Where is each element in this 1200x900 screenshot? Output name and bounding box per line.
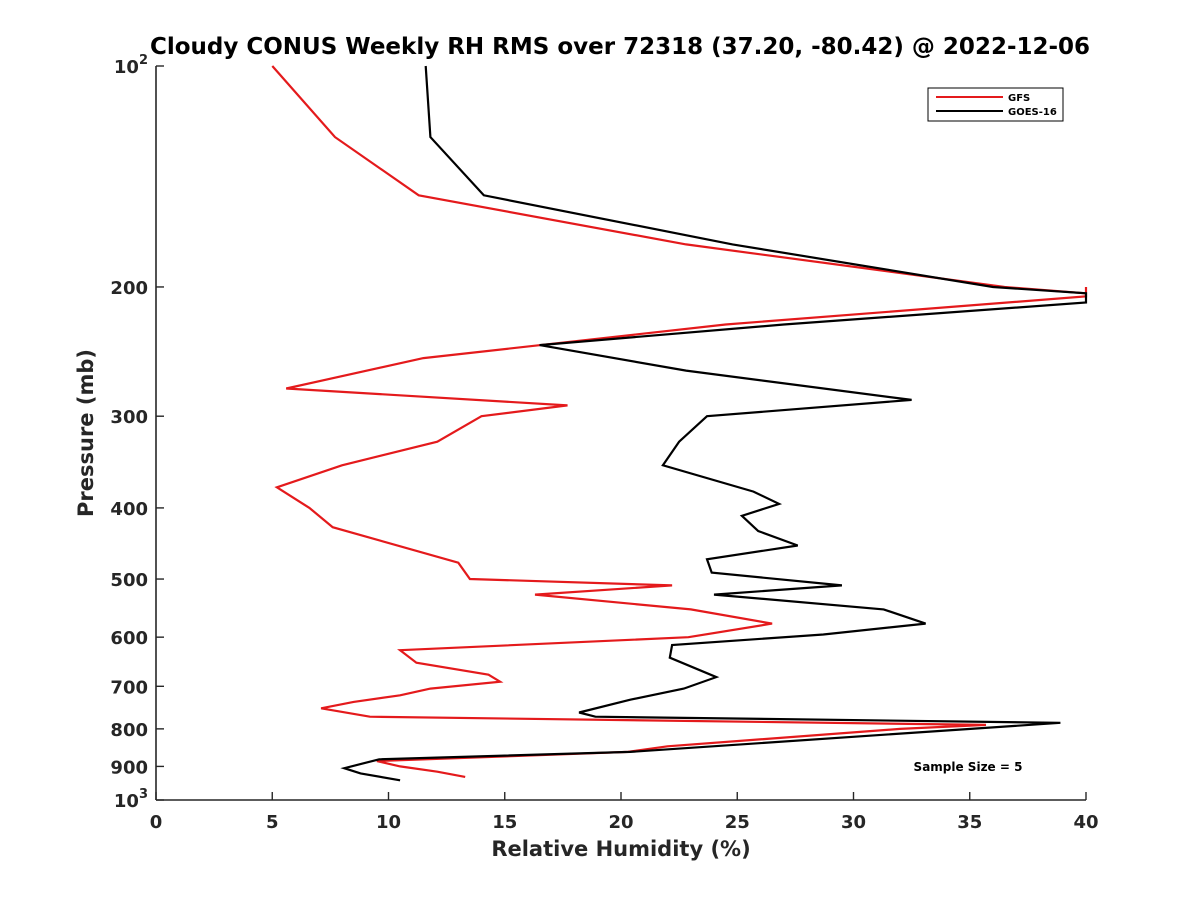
legend-box	[927, 87, 1064, 122]
x-tick-label: 30	[841, 812, 866, 833]
chart-title: Cloudy CONUS Weekly RH RMS over 72318 (3…	[150, 34, 1090, 60]
y-tick-label: 200	[110, 278, 148, 299]
sample-size-annotation: Sample Size = 5	[914, 760, 1023, 774]
y-axis-label: Pressure (mb)	[74, 349, 98, 517]
y-ticks: 102 200 300 400 500 600 700 800 900 103	[110, 53, 164, 812]
y-tick-label: 800	[110, 720, 148, 741]
series-line-goes16	[340, 65, 1088, 782]
legend: GFS GOES-16	[927, 87, 1064, 122]
plot-area: 0 5 10 15 20 25 30 35 40 102 200 300 400 500 600 700 80…	[110, 53, 1098, 833]
x-tick-label: 5	[266, 812, 279, 833]
y-tick-label: 600	[110, 628, 148, 649]
legend-label-goes16: GOES-16	[1008, 107, 1057, 118]
y-tick-label: 500	[110, 570, 148, 591]
x-tick-label: 10	[376, 812, 401, 833]
x-axis-label: Relative Humidity (%)	[491, 837, 750, 861]
x-tick-label: 40	[1073, 812, 1098, 833]
x-ticks: 0 5 10 15 20 25 30 35 40	[150, 792, 1099, 833]
x-tick-label: 25	[725, 812, 750, 833]
x-tick-label: 35	[957, 812, 982, 833]
y-tick-label: 103	[114, 787, 148, 812]
y-tick-label: 300	[110, 407, 148, 428]
x-tick-label: 0	[150, 812, 163, 833]
x-tick-label: 15	[492, 812, 517, 833]
legend-label-gfs: GFS	[1008, 93, 1030, 104]
y-tick-label: 400	[110, 499, 148, 520]
y-tick-label: 102	[114, 53, 148, 78]
series-layer	[271, 65, 1088, 782]
y-tick-label: 900	[110, 757, 148, 778]
y-tick-label: 700	[110, 677, 148, 698]
x-tick-label: 20	[608, 812, 633, 833]
